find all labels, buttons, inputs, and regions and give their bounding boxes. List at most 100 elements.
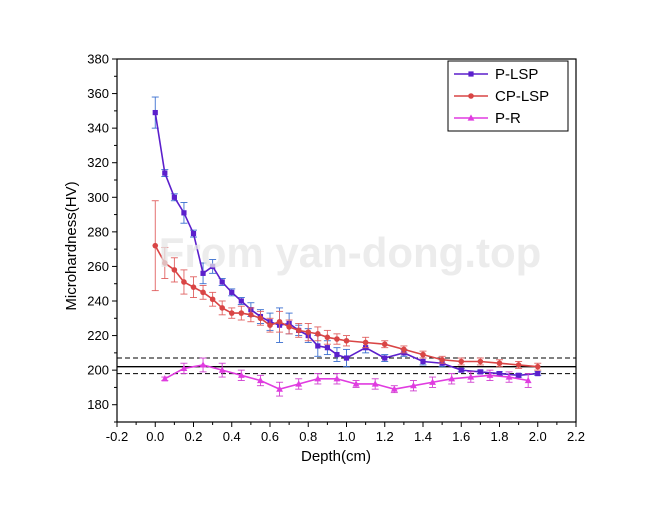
data-point <box>448 375 456 382</box>
data-point <box>228 310 235 316</box>
data-point <box>458 358 465 365</box>
data-point <box>257 315 264 322</box>
data-point <box>352 380 360 387</box>
x-tick-label: 1.0 <box>337 429 355 444</box>
y-axis-title: Microhardness(HV) <box>63 181 80 310</box>
series-line <box>164 364 529 391</box>
y-tick-label: 200 <box>87 363 109 378</box>
data-point <box>467 373 475 380</box>
x-tick-label: 1.2 <box>376 429 394 444</box>
data-point <box>401 346 407 353</box>
data-point <box>181 279 187 285</box>
watermark: From yan-dong.top <box>159 229 542 276</box>
x-tick-label: 1.4 <box>414 429 432 444</box>
data-point <box>162 170 168 176</box>
data-point <box>343 337 350 344</box>
data-point <box>238 298 244 304</box>
y-tick-label: 220 <box>87 328 109 343</box>
legend: P-LSP CP-LSP P-R <box>447 60 569 132</box>
data-point <box>420 358 426 365</box>
data-point <box>257 376 264 384</box>
data-point <box>237 371 245 378</box>
legend-label: CP-LSP <box>495 88 549 105</box>
data-point <box>162 260 168 266</box>
y-tick-label: 340 <box>87 121 109 136</box>
data-point <box>200 289 206 296</box>
x-tick-label: 0.4 <box>223 429 241 444</box>
legend-label: P-LSP <box>495 66 538 83</box>
data-point <box>429 378 436 385</box>
data-point <box>390 385 398 392</box>
data-point <box>219 305 225 311</box>
data-point <box>410 382 417 389</box>
data-point <box>267 322 273 329</box>
data-point <box>286 324 292 330</box>
y-tick-label: 180 <box>87 397 109 412</box>
data-point <box>324 345 330 351</box>
x-tick-label: 2.0 <box>529 429 547 444</box>
data-point <box>505 373 513 380</box>
data-point <box>324 334 331 341</box>
data-point <box>171 267 178 273</box>
data-point <box>477 369 483 375</box>
data-point <box>458 367 464 373</box>
x-tick-label: 0.8 <box>299 429 317 444</box>
data-point <box>238 310 245 316</box>
y-tick-label: 260 <box>87 259 109 274</box>
data-point <box>199 361 207 368</box>
data-point <box>515 362 522 368</box>
data-point <box>248 312 254 318</box>
legend-marker <box>468 71 474 77</box>
series-p-r <box>161 357 532 397</box>
data-point <box>534 363 541 370</box>
x-tick-label: 1.6 <box>452 429 470 444</box>
y-tick-label: 360 <box>87 86 109 101</box>
y-tick-label: 380 <box>87 52 109 67</box>
data-point <box>181 210 187 216</box>
y-tick-label: 320 <box>87 155 109 170</box>
data-point <box>180 364 188 372</box>
data-point <box>190 230 197 237</box>
data-point <box>516 372 522 378</box>
data-point <box>371 380 379 387</box>
data-point <box>420 351 426 358</box>
x-tick-label: 2.2 <box>567 429 585 444</box>
data-point <box>219 279 225 285</box>
data-point <box>218 366 226 373</box>
data-point <box>439 356 445 363</box>
data-point <box>190 284 197 290</box>
x-tick-label: 0.0 <box>146 429 164 444</box>
data-point <box>295 327 302 334</box>
data-point <box>276 318 283 325</box>
y-tick-label: 240 <box>87 294 109 309</box>
data-point <box>382 355 388 361</box>
x-tick-label: 0.2 <box>184 429 202 444</box>
data-point <box>210 263 216 270</box>
data-point <box>535 371 541 377</box>
data-point <box>161 375 169 382</box>
plot-area <box>117 96 576 397</box>
y-tick-label: 280 <box>87 224 109 239</box>
axes: -0.2 0.0 0.2 0.4 0.6 0.8 1.0 1.2 1.4 1.6 1.8 2.0 2.2… <box>87 52 585 445</box>
data-point <box>200 270 206 276</box>
x-tick-label: -0.2 <box>106 429 128 444</box>
legend-marker <box>468 93 474 99</box>
data-point <box>381 341 388 348</box>
data-point <box>314 375 322 382</box>
data-point <box>295 380 303 387</box>
y-tick-label: 300 <box>87 190 109 205</box>
data-point <box>152 109 158 116</box>
x-tick-label: 0.6 <box>261 429 279 444</box>
data-point <box>315 343 321 349</box>
data-point <box>496 371 503 377</box>
x-axis-title: Depth(cm) <box>301 448 371 465</box>
legend-marker <box>467 114 475 121</box>
data-point <box>305 329 312 335</box>
legend-label: P-R <box>495 110 521 127</box>
data-point <box>334 351 340 358</box>
data-point <box>343 355 350 361</box>
data-point <box>362 339 369 346</box>
data-point <box>315 331 321 337</box>
data-point <box>477 358 484 365</box>
